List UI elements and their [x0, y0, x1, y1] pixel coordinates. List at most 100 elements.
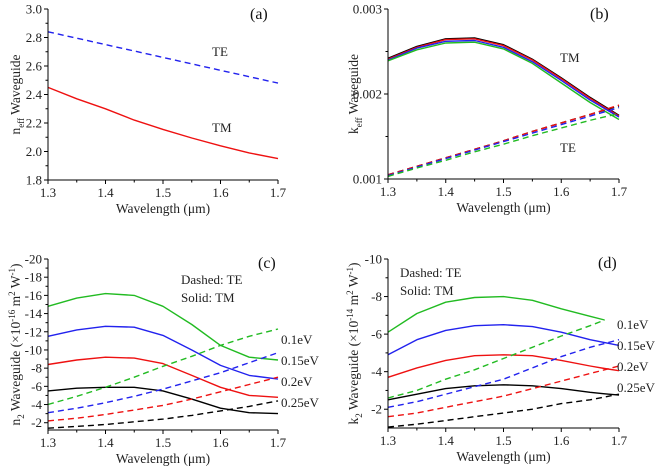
y-axis-title-part: )	[346, 262, 361, 267]
series-line-tm-0-2ev	[47, 356, 279, 398]
y-tick-label: -18	[25, 270, 42, 285]
y-axis-title-part: 2	[7, 291, 17, 296]
x-tick-label: 1.5	[155, 435, 171, 450]
y-tick-label: 3.0	[26, 2, 42, 17]
y-axis-title-part: -14	[345, 308, 355, 320]
y-tick-label: -2	[371, 402, 382, 417]
x-axis-title: Wavelength (μm)	[456, 449, 550, 464]
series-line-te-0-15ev	[387, 106, 620, 177]
panel-label: (d)	[598, 255, 617, 272]
annotation-label: TE	[560, 140, 576, 155]
x-tick-label: 1.6	[212, 185, 229, 200]
x-tick-label: 1.3	[40, 185, 56, 200]
y-tick-label: 0.003	[353, 2, 382, 17]
y-axis-title: n2 Waveguide (×10-16 m2 W-1)	[7, 263, 26, 425]
series-line-tm-0-2ev	[387, 38, 620, 117]
y-axis-title-part: m	[8, 295, 23, 309]
series-line-te-0-15ev	[47, 352, 279, 414]
series-line-tm	[47, 86, 279, 160]
x-axis-title: Wavelength (μm)	[116, 201, 210, 216]
x-tick-label: 1.4	[97, 185, 114, 200]
y-tick-label: -14	[25, 306, 43, 321]
annotation-label: 0.2eV	[281, 374, 313, 389]
series-line-te-0-2ev	[47, 376, 279, 422]
legend-note: Solid: TM	[181, 290, 235, 305]
panel-label: (b)	[590, 6, 609, 23]
panel-label: (a)	[250, 6, 268, 23]
x-tick-label: 1.5	[155, 185, 171, 200]
annotation-label: 0.25eV	[281, 395, 320, 410]
y-axis-title: k2 Waveguide (×10-14 m2 W-1)	[345, 262, 364, 424]
y-axis-title-part: Waveguide	[8, 54, 23, 118]
legend-note: Solid: TM	[400, 283, 454, 298]
x-tick-label: 1.7	[270, 185, 287, 200]
annotation-label: TM	[560, 50, 580, 65]
series-line-tm-0-15ev	[47, 325, 279, 380]
x-tick-label: 1.4	[438, 433, 455, 448]
panel-label: (c)	[258, 255, 276, 272]
panel-d: 1.3 1.4 1.5 1.6 1.7 -2 -4 -6 -8 -10 Wavelength (μm…	[345, 252, 656, 465]
x-tick-label: 1.4	[438, 184, 455, 199]
annotation-label: 0.25eV	[617, 380, 656, 395]
series-line-te-0-25ev	[387, 393, 620, 428]
y-tick-label: -12	[25, 324, 42, 339]
x-tick-label: 1.3	[40, 435, 56, 450]
y-axis-title-part: n	[8, 128, 23, 135]
legend-note: Dashed: TE	[400, 265, 462, 280]
x-tick-label: 1.7	[611, 184, 628, 199]
series-line-te-0-2ev	[387, 365, 620, 418]
series-line-tm-0-1ev	[47, 292, 279, 361]
series-line-te	[47, 31, 279, 84]
y-axis-title-part: W	[8, 275, 23, 291]
y-tick-label: -6	[31, 379, 42, 394]
y-axis-title-part: )	[8, 263, 23, 268]
panel-c: 1.3 1.4 1.5 1.6 1.7-2-4-6-8-10-12-14-16-18-2…	[7, 252, 320, 466]
y-axis-title-part: eff	[16, 118, 26, 128]
x-tick-label: 1.5	[495, 184, 511, 199]
series-line-te-0-1ev	[47, 328, 279, 406]
y-tick-label: -6	[371, 327, 382, 342]
panel-a: 1.3 1.4 1.5 1.6 1.7 1.8 2.0 2.2 2.4 2.6 2.8 3.0 Wave…	[8, 2, 287, 217]
y-tick-label: 2.6	[26, 59, 43, 74]
y-axis-title-part: eff	[354, 117, 364, 127]
y-axis-title-part: m	[346, 294, 361, 308]
x-tick-label: 1.3	[380, 433, 396, 448]
series-line-tm-0-1ev	[387, 41, 620, 121]
y-axis-title-part: -1	[345, 267, 355, 275]
series-line-te-0-2ev	[387, 104, 620, 176]
y-axis-title-part: W	[346, 274, 361, 290]
y-tick-label: 1.8	[26, 173, 42, 188]
x-tick-label: 1.4	[97, 435, 114, 450]
y-axis-title-part: Waveguide (×10	[346, 321, 361, 414]
series-line-tm-0-25ev	[387, 384, 620, 401]
y-tick-label: -2	[31, 415, 42, 430]
y-axis-title-part: -16	[7, 309, 17, 321]
x-tick-label: 1.6	[553, 433, 570, 448]
y-axis-title-part: k	[346, 127, 361, 134]
x-axis-title: Wavelength (μm)	[116, 451, 210, 466]
x-tick-label: 1.7	[611, 433, 628, 448]
y-axis-title-part: k	[346, 418, 361, 425]
series-line-tm-0-1ev	[387, 295, 605, 333]
series-line-tm-0-25ev	[47, 386, 279, 415]
x-tick-label: 1.6	[553, 184, 570, 199]
y-tick-label: -20	[25, 252, 42, 267]
y-tick-label: -16	[25, 288, 43, 303]
y-tick-label: -4	[31, 397, 42, 412]
annotation-label: 0.15eV	[617, 338, 656, 353]
y-axis-title-part: Waveguide	[346, 54, 361, 118]
x-axis-title: Wavelength (μm)	[456, 200, 550, 215]
series-line-te-0-1ev	[387, 112, 620, 178]
legend-note: Dashed: TE	[181, 272, 243, 287]
y-axis-title-part: 2	[354, 413, 364, 418]
series-line-tm-0-15ev	[387, 324, 620, 356]
series-line-tm-0-15ev	[387, 39, 620, 118]
y-axis-title: neff Waveguide	[8, 54, 26, 134]
annotation-label: 0.1eV	[617, 317, 649, 332]
x-tick-label: 1.6	[212, 435, 229, 450]
annotation-label: 0.2eV	[617, 359, 649, 374]
x-tick-label: 1.3	[380, 184, 396, 199]
x-tick-label: 1.7	[270, 435, 287, 450]
annotation-label: TM	[212, 120, 232, 135]
y-tick-label: 2.2	[26, 116, 42, 131]
